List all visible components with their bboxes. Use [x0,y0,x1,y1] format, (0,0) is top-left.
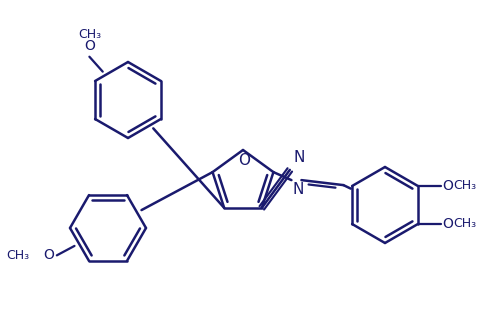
Text: CH₃: CH₃ [452,217,475,231]
Text: O: O [441,217,452,231]
Text: N: N [293,150,305,165]
Text: O: O [441,179,452,193]
Text: N: N [292,182,303,197]
Text: O: O [43,248,54,262]
Text: O: O [84,39,95,53]
Text: CH₃: CH₃ [7,249,30,262]
Text: CH₃: CH₃ [452,180,475,192]
Text: O: O [238,153,249,168]
Text: CH₃: CH₃ [78,28,101,41]
